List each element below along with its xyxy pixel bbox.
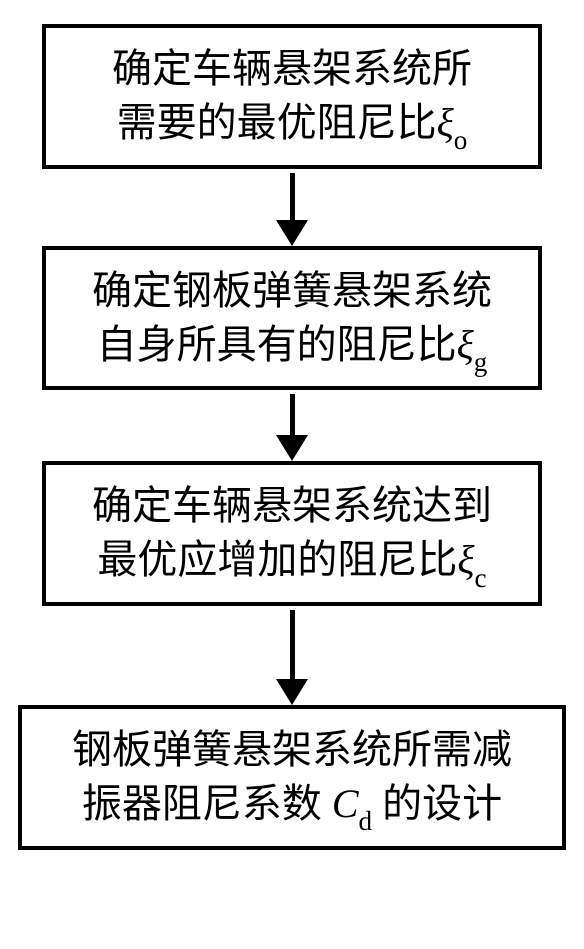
flow-node-n2: 确定钢板弹簧悬架系统自身所具有的阻尼比ξg — [42, 246, 542, 391]
node-line2: 振器阻尼系数 Cd 的设计 — [32, 777, 552, 836]
node-line2-pre: 振器阻尼系数 — [82, 781, 332, 826]
arrow-shaft — [290, 173, 295, 221]
flowchart-container: 确定车辆悬架系统所需要的最优阻尼比ξo确定钢板弹簧悬架系统自身所具有的阻尼比ξg… — [18, 24, 566, 850]
node-subscript: c — [475, 563, 487, 593]
flow-node-n4: 钢板弹簧悬架系统所需减振器阻尼系数 Cd 的设计 — [18, 705, 566, 850]
arrow-shaft — [290, 394, 295, 436]
flow-node-n1: 确定车辆悬架系统所需要的最优阻尼比ξo — [42, 24, 542, 169]
node-line2-pre: 需要的最优阻尼比 — [117, 100, 437, 145]
node-line2: 需要的最优阻尼比ξo — [56, 96, 528, 155]
node-line2: 自身所具有的阻尼比ξg — [56, 318, 528, 377]
arrow-down-icon — [276, 173, 308, 246]
node-line2-pre: 最优应增加的阻尼比 — [97, 537, 457, 582]
node-subscript: o — [454, 125, 468, 155]
node-line1: 钢板弹簧悬架系统所需减 — [32, 723, 552, 777]
node-line2-pre: 自身所具有的阻尼比 — [97, 322, 457, 367]
node-symbol: ξ — [437, 100, 454, 145]
node-line1: 确定车辆悬架系统所 — [56, 42, 528, 96]
arrow-head — [276, 679, 308, 705]
node-line2-post: 的设计 — [372, 781, 502, 826]
arrow-shaft — [290, 610, 295, 680]
arrow-down-icon — [276, 394, 308, 461]
node-symbol: C — [332, 781, 359, 826]
arrow-head — [276, 435, 308, 461]
arrow-down-icon — [276, 610, 308, 705]
node-line1: 确定车辆悬架系统达到 — [56, 479, 528, 533]
flow-node-n3: 确定车辆悬架系统达到最优应增加的阻尼比ξc — [42, 461, 542, 606]
node-subscript: d — [359, 806, 373, 836]
node-symbol: ξ — [457, 537, 474, 582]
node-symbol: ξ — [457, 322, 474, 367]
node-subscript: g — [474, 347, 488, 377]
arrow-head — [276, 220, 308, 246]
node-line2: 最优应增加的阻尼比ξc — [56, 533, 528, 592]
node-line1: 确定钢板弹簧悬架系统 — [56, 264, 528, 318]
